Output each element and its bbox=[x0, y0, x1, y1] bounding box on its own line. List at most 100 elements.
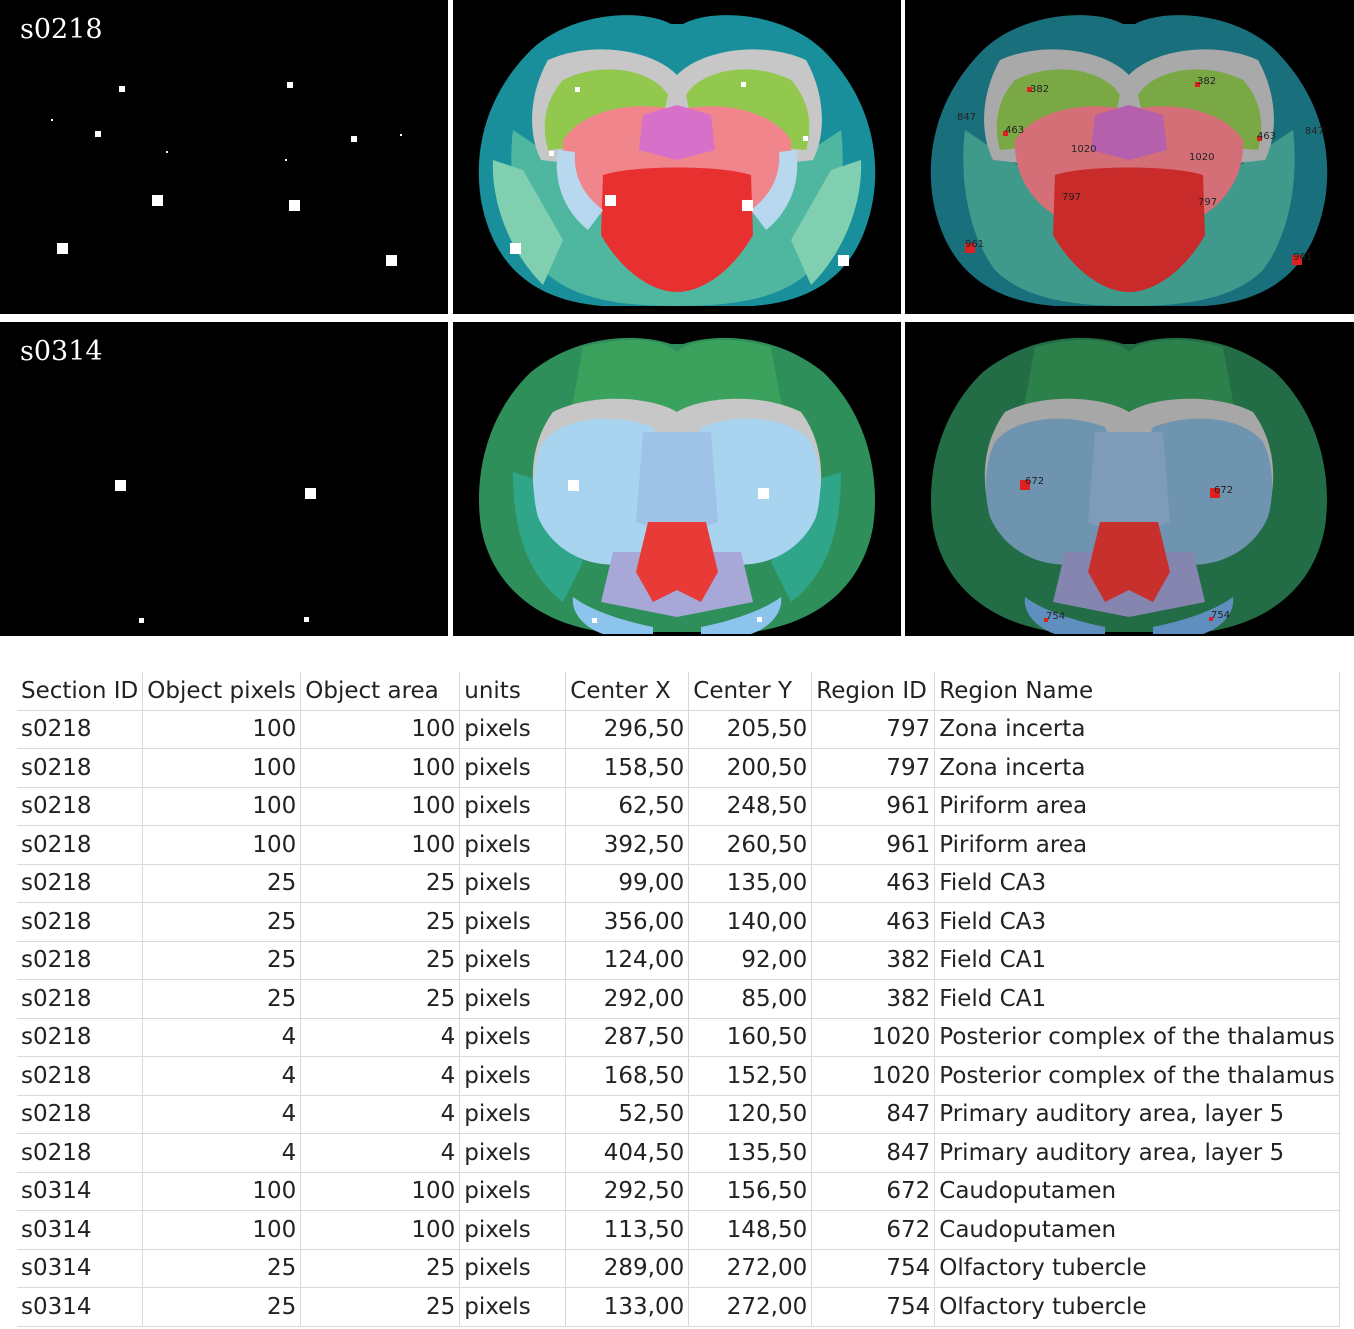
object-square bbox=[803, 136, 808, 141]
cell-region-id: 797 bbox=[811, 710, 936, 749]
cell-units: pixels bbox=[459, 1287, 567, 1327]
cell-center-y: 160,50 bbox=[688, 1018, 813, 1057]
overlay-map-s0218: 382 382 847 847 463 463 1020 1020 797 79… bbox=[930, 15, 1328, 307]
header-region-id: Region ID bbox=[811, 672, 936, 711]
cell-object-area: 100 bbox=[300, 1210, 461, 1250]
cell-object-pixels: 25 bbox=[142, 941, 302, 980]
overlay-label: 754 bbox=[1211, 610, 1230, 621]
cell-center-x: 404,50 bbox=[565, 1133, 690, 1173]
overlay-label: 1020 bbox=[1189, 152, 1214, 163]
object-square bbox=[305, 488, 316, 499]
cell-region-name: Olfactory tubercle bbox=[934, 1287, 1340, 1327]
region-marker bbox=[1027, 87, 1032, 92]
cell-center-x: 62,50 bbox=[565, 787, 690, 826]
cell-units: pixels bbox=[459, 864, 567, 903]
cell-object-pixels: 100 bbox=[142, 787, 302, 826]
atlas-map-s0218 bbox=[478, 15, 876, 307]
cell-object-pixels: 25 bbox=[142, 1287, 302, 1327]
cell-region-name: Field CA3 bbox=[934, 902, 1340, 942]
cell-center-x: 356,00 bbox=[565, 902, 690, 942]
object-dot bbox=[51, 119, 53, 121]
cell-object-area: 25 bbox=[300, 979, 461, 1019]
region-marker bbox=[1003, 131, 1008, 136]
overlay-label: 961 bbox=[1293, 252, 1312, 263]
cell-region-name: Posterior complex of the thalamus bbox=[934, 1056, 1340, 1096]
cell-section-id: s0218 bbox=[17, 748, 144, 788]
overlay-label: 382 bbox=[1197, 76, 1216, 87]
cell-units: pixels bbox=[459, 1095, 567, 1134]
cell-object-area: 100 bbox=[300, 1172, 461, 1211]
cell-center-x: 124,00 bbox=[565, 941, 690, 980]
cell-object-pixels: 100 bbox=[142, 825, 302, 865]
cell-section-id: s0218 bbox=[17, 941, 144, 980]
cell-section-id: s0218 bbox=[17, 787, 144, 826]
table-row: s0314 25 25 pixels 133,00 272,00 754 Olfactory … bbox=[17, 1287, 1340, 1327]
cell-region-name: Zona incerta bbox=[934, 710, 1340, 749]
cell-section-id: s0314 bbox=[17, 1249, 144, 1288]
cell-object-area: 4 bbox=[300, 1056, 461, 1096]
cell-section-id: s0218 bbox=[17, 1095, 144, 1134]
object-square bbox=[351, 136, 357, 142]
cell-center-x: 52,50 bbox=[565, 1095, 690, 1134]
cell-region-id: 754 bbox=[811, 1249, 936, 1288]
cell-units: pixels bbox=[459, 902, 567, 942]
cell-region-name: Piriform area bbox=[934, 825, 1340, 865]
cell-units: pixels bbox=[459, 1018, 567, 1057]
cell-section-id: s0218 bbox=[17, 1018, 144, 1057]
header-center-x: Center X bbox=[565, 672, 690, 711]
region-marker bbox=[1209, 617, 1213, 621]
cell-units: pixels bbox=[459, 710, 567, 749]
table-body: s0218 100 100 pixels 296,50 205,50 797 Zona inc… bbox=[17, 710, 1340, 1327]
cell-region-name: Caudoputamen bbox=[934, 1172, 1340, 1211]
table-row: s0314 100 100 pixels 113,50 148,50 672 Caudoput… bbox=[17, 1210, 1340, 1250]
cell-object-area: 100 bbox=[300, 710, 461, 749]
object-mask-s0218 bbox=[51, 82, 402, 266]
cell-center-x: 292,00 bbox=[565, 979, 690, 1019]
region-marker bbox=[1210, 488, 1220, 498]
cell-units: pixels bbox=[459, 825, 567, 865]
object-square bbox=[152, 195, 163, 206]
object-square bbox=[57, 243, 68, 254]
cell-object-pixels: 100 bbox=[142, 748, 302, 788]
region-marker bbox=[1044, 618, 1048, 622]
overlay-label: 961 bbox=[965, 239, 984, 250]
object-square bbox=[568, 480, 579, 491]
header-object-pixels: Object pixels bbox=[142, 672, 302, 711]
cell-center-y: 135,00 bbox=[688, 864, 813, 903]
table-row: s0218 25 25 pixels 356,00 140,00 463 Field CA3 bbox=[17, 902, 1340, 942]
cell-section-id: s0314 bbox=[17, 1172, 144, 1211]
cell-region-name: Piriform area bbox=[934, 787, 1340, 826]
object-square bbox=[289, 200, 300, 211]
cell-region-name: Caudoputamen bbox=[934, 1210, 1340, 1250]
cell-center-x: 113,50 bbox=[565, 1210, 690, 1250]
object-mask-panel-s0314: s0314 bbox=[0, 322, 448, 636]
cell-object-pixels: 25 bbox=[142, 864, 302, 903]
cell-object-pixels: 4 bbox=[142, 1133, 302, 1173]
cell-object-pixels: 4 bbox=[142, 1095, 302, 1134]
object-square bbox=[287, 82, 293, 88]
overlay-label: 672 bbox=[1214, 485, 1233, 496]
cell-center-y: 205,50 bbox=[688, 710, 813, 749]
cell-region-name: Primary auditory area, layer 5 bbox=[934, 1095, 1340, 1134]
cell-region-name: Field CA1 bbox=[934, 979, 1340, 1019]
cell-units: pixels bbox=[459, 941, 567, 980]
cell-object-area: 100 bbox=[300, 748, 461, 788]
header-section-id: Section ID bbox=[17, 672, 144, 711]
cell-object-pixels: 100 bbox=[142, 1172, 302, 1211]
cell-units: pixels bbox=[459, 1133, 567, 1173]
cell-section-id: s0218 bbox=[17, 1056, 144, 1096]
overlay-label: 463 bbox=[1005, 125, 1024, 136]
region-marker bbox=[965, 243, 975, 253]
cell-object-pixels: 100 bbox=[142, 1210, 302, 1250]
cell-section-id: s0218 bbox=[17, 1133, 144, 1173]
cell-section-id: s0218 bbox=[17, 902, 144, 942]
section-label: s0314 bbox=[20, 336, 103, 367]
cell-object-pixels: 25 bbox=[142, 979, 302, 1019]
cell-object-area: 100 bbox=[300, 825, 461, 865]
cell-object-area: 25 bbox=[300, 941, 461, 980]
table-row: s0218 100 100 pixels 62,50 248,50 961 Piriform … bbox=[17, 787, 1340, 826]
section-label: s0218 bbox=[20, 14, 103, 45]
table-row: s0218 4 4 pixels 404,50 135,50 847 Primary audi… bbox=[17, 1133, 1340, 1173]
cell-region-id: 463 bbox=[811, 864, 936, 903]
overlay-label: 797 bbox=[1198, 197, 1217, 208]
